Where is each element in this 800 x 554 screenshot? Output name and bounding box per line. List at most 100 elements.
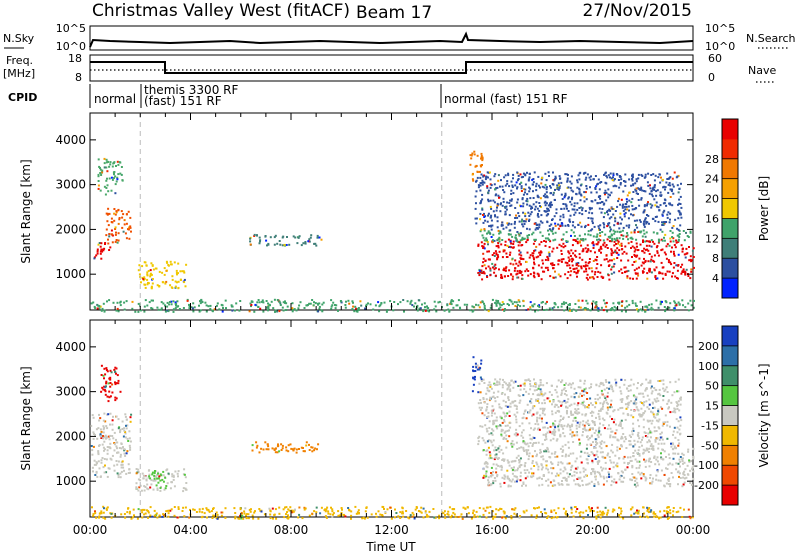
data-cell	[516, 198, 519, 201]
data-cell	[512, 246, 515, 249]
data-cell	[113, 219, 116, 222]
data-cell	[533, 378, 535, 381]
data-cell	[143, 305, 146, 308]
data-cell	[108, 233, 111, 235]
data-cell	[152, 268, 155, 271]
data-cell	[500, 433, 503, 436]
data-cell	[209, 307, 212, 310]
data-cell	[596, 233, 599, 236]
data-cell	[643, 267, 646, 270]
data-cell	[664, 421, 667, 424]
data-cell	[483, 212, 485, 215]
data-cell	[589, 250, 592, 253]
data-cell	[579, 306, 582, 309]
data-cell	[496, 220, 499, 223]
data-cell	[616, 247, 619, 250]
data-cell	[115, 415, 118, 418]
data-cell	[128, 237, 131, 240]
data-cell	[610, 449, 613, 452]
data-cell	[676, 407, 679, 410]
data-cell	[657, 410, 660, 413]
data-cell	[655, 201, 658, 204]
data-cell	[672, 240, 675, 243]
data-cell	[563, 435, 566, 438]
data-cell	[115, 367, 118, 370]
data-cell	[543, 201, 546, 204]
data-cell	[428, 310, 431, 313]
data-cell	[658, 392, 661, 395]
data-cell	[125, 418, 128, 421]
data-cell	[595, 235, 598, 238]
data-cell	[547, 450, 550, 453]
data-cell	[565, 231, 568, 234]
data-cell	[636, 254, 639, 257]
data-cell	[117, 232, 120, 235]
data-cell	[107, 161, 110, 163]
data-cell	[665, 301, 668, 304]
data-cell	[357, 309, 360, 311]
data-cell	[655, 419, 658, 422]
data-cell	[489, 484, 492, 487]
data-cell	[522, 211, 525, 214]
data-cell	[300, 244, 303, 247]
data-cell	[633, 230, 636, 233]
data-cell	[569, 309, 571, 312]
data-cell	[93, 305, 96, 308]
data-cell	[555, 208, 558, 211]
data-cell	[513, 475, 516, 478]
data-cell	[677, 452, 680, 455]
data-cell	[501, 392, 504, 395]
data-cell	[623, 440, 626, 443]
data-cell	[405, 510, 408, 512]
data-cell	[562, 470, 565, 473]
data-cell	[552, 276, 555, 279]
data-cell	[574, 408, 577, 411]
data-cell	[282, 508, 285, 511]
data-cell	[650, 193, 653, 196]
data-cell	[677, 253, 680, 256]
data-cell	[609, 459, 612, 462]
data-cell	[274, 451, 277, 454]
data-cell	[636, 308, 638, 311]
data-cell	[600, 306, 603, 309]
data-cell	[646, 204, 648, 207]
data-cell	[483, 414, 486, 417]
data-cell	[509, 384, 512, 387]
data-cell	[653, 179, 656, 182]
data-cell	[533, 171, 536, 174]
data-cell	[573, 235, 576, 237]
data-cell	[613, 244, 616, 247]
data-cell	[142, 474, 145, 477]
plot-frame	[89, 319, 694, 518]
data-cell	[606, 387, 608, 389]
data-cell	[545, 186, 548, 189]
data-cell	[532, 181, 535, 184]
data-cell	[528, 172, 531, 175]
data-cell	[628, 178, 631, 181]
data-cell	[413, 305, 415, 308]
data-cell	[660, 249, 663, 252]
data-cell	[668, 406, 670, 409]
data-cell	[678, 303, 681, 306]
data-cell	[511, 400, 514, 403]
data-cell	[562, 449, 565, 452]
data-cell	[519, 515, 522, 517]
data-cell	[610, 177, 613, 180]
data-cell	[137, 470, 140, 473]
data-cell	[137, 508, 140, 511]
data-cell	[585, 458, 588, 461]
data-cell	[221, 310, 224, 313]
data-cell	[671, 177, 674, 180]
data-cell	[650, 461, 653, 463]
data-cell	[528, 176, 531, 179]
data-cell	[170, 300, 173, 303]
data-cell	[585, 198, 588, 201]
data-cell	[487, 384, 490, 387]
data-cell	[570, 189, 573, 192]
data-cell	[692, 266, 695, 269]
data-cell	[512, 243, 515, 245]
data-cell	[101, 250, 104, 253]
data-cell	[555, 212, 558, 215]
data-cell	[573, 402, 576, 405]
data-cell	[355, 310, 358, 313]
